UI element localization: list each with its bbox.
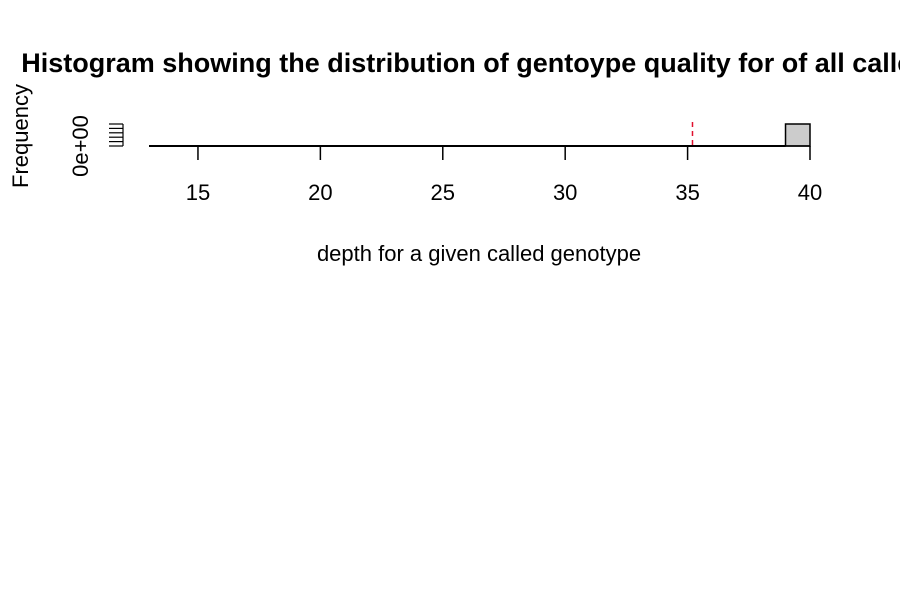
chart-title: Histogram showing the distribution of ge… bbox=[21, 48, 900, 78]
x-axis: 15 20 25 30 35 40 bbox=[186, 145, 822, 205]
y-axis: 0e+00 bbox=[68, 115, 124, 177]
histogram-bar-1 bbox=[784, 123, 811, 147]
x-tick-label-20: 20 bbox=[308, 180, 332, 205]
x-axis-label: depth for a given called genotype bbox=[317, 241, 641, 266]
y-axis-label: Frequency bbox=[8, 84, 33, 188]
y-tick-label-0: 0e+00 bbox=[68, 115, 93, 177]
x-tick-label-15: 15 bbox=[186, 180, 210, 205]
x-tick-label-30: 30 bbox=[553, 180, 577, 205]
x-tick-label-25: 25 bbox=[431, 180, 455, 205]
x-tick-label-40: 40 bbox=[798, 180, 822, 205]
x-tick-label-35: 35 bbox=[675, 180, 699, 205]
